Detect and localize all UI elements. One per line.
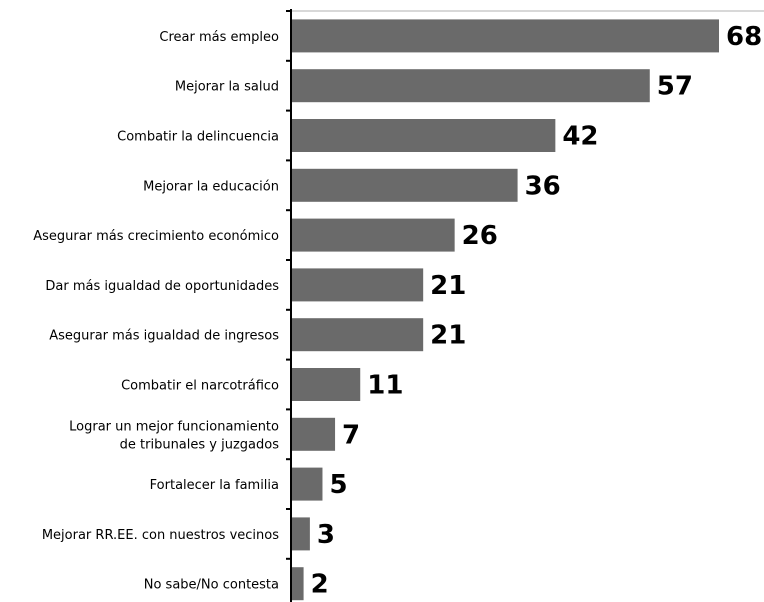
category-label: Mejorar la educación bbox=[143, 179, 279, 194]
bar bbox=[291, 218, 455, 252]
data-label: 57 bbox=[657, 72, 693, 102]
category-label: Fortalecer la familia bbox=[150, 478, 279, 493]
data-label: 21 bbox=[430, 321, 466, 351]
data-label: 21 bbox=[430, 271, 466, 301]
category-label: Asegurar más igualdad de ingresos bbox=[49, 329, 279, 344]
data-label: 68 bbox=[726, 22, 762, 52]
data-label: 2 bbox=[311, 570, 329, 600]
bar bbox=[291, 19, 719, 53]
bar bbox=[291, 69, 650, 103]
data-label: 36 bbox=[525, 171, 561, 201]
bar bbox=[291, 168, 518, 202]
category-label-line: Crear más empleo bbox=[159, 30, 279, 45]
category-label: Crear más empleo bbox=[159, 30, 279, 45]
bar bbox=[291, 417, 336, 451]
data-label: 42 bbox=[562, 122, 598, 152]
category-label-line: Mejorar la educación bbox=[143, 179, 279, 194]
bar bbox=[291, 318, 424, 352]
category-label-line: Combatir el narcotráfico bbox=[121, 379, 279, 394]
category-label-line: de tribunales y juzgados bbox=[120, 437, 280, 452]
bar bbox=[291, 467, 323, 501]
category-label: Combatir el narcotráfico bbox=[121, 379, 279, 394]
bar bbox=[291, 268, 424, 302]
data-label: 26 bbox=[462, 221, 498, 251]
bars-layer bbox=[291, 19, 719, 601]
category-label-line: Mejorar RR.EE. con nuestros vecinos bbox=[42, 528, 279, 543]
bar bbox=[291, 517, 310, 551]
data-label: 5 bbox=[329, 470, 347, 500]
category-label-line: Mejorar la salud bbox=[175, 80, 279, 95]
value-axis bbox=[286, 9, 292, 602]
category-label: Combatir la delincuencia bbox=[117, 130, 279, 145]
category-label: Dar más igualdad de oportunidades bbox=[45, 279, 279, 294]
data-label: 11 bbox=[367, 371, 403, 401]
category-labels: Crear más empleo Mejorar la salud Combatir… bbox=[33, 30, 279, 593]
category-label-line: Lograr un mejor funcionamiento bbox=[69, 419, 279, 434]
category-label: No sabe/No contesta bbox=[144, 578, 279, 593]
bar bbox=[291, 368, 361, 401]
category-label: Mejorar RR.EE. con nuestros vecinos bbox=[42, 528, 279, 543]
data-label: 3 bbox=[317, 520, 335, 550]
category-label-line: Dar más igualdad de oportunidades bbox=[45, 279, 279, 294]
category-label-line: Fortalecer la familia bbox=[150, 478, 279, 493]
data-label: 7 bbox=[342, 420, 360, 450]
bar bbox=[291, 119, 556, 152]
bar bbox=[291, 567, 304, 601]
category-label: Asegurar más crecimiento económico bbox=[33, 229, 279, 244]
category-label-line: Asegurar más igualdad de ingresos bbox=[49, 329, 279, 344]
category-label: Mejorar la salud bbox=[175, 80, 279, 95]
category-label-line: No sabe/No contesta bbox=[144, 578, 279, 593]
category-label: Lograr un mejor funcionamiento de tribuna… bbox=[69, 419, 279, 452]
category-label-line: Combatir la delincuencia bbox=[117, 130, 279, 145]
category-label-line: Asegurar más crecimiento económico bbox=[33, 229, 279, 244]
